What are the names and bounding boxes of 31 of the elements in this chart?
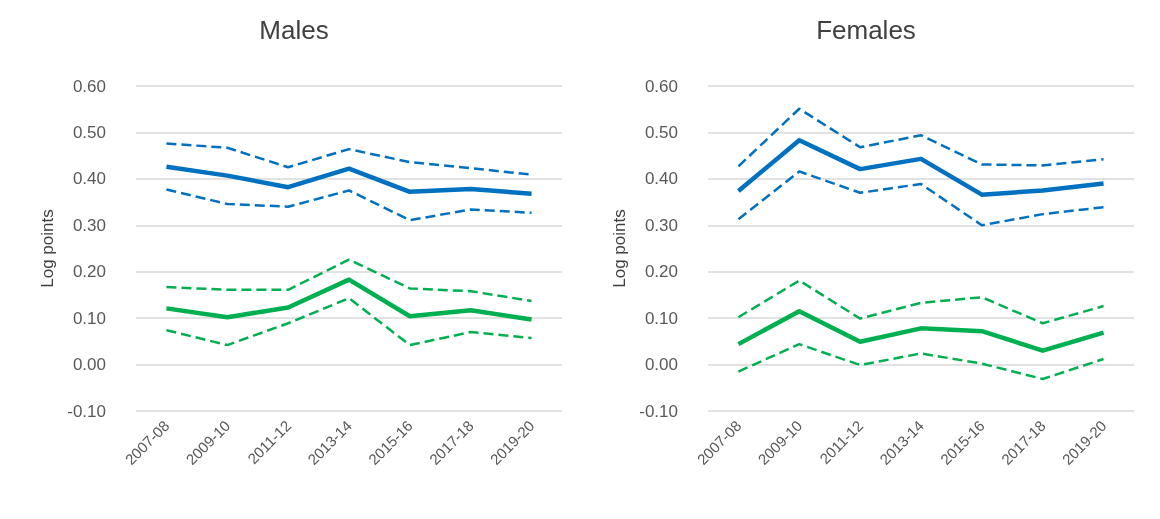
y-tick-label: 0.40 [72, 169, 106, 189]
line-series [737, 107, 1105, 168]
y-tick-label: 0.10 [72, 308, 106, 328]
y-tick-label: 0.50 [644, 122, 678, 142]
line-series [164, 277, 534, 322]
line-series [165, 188, 533, 222]
line-series [165, 258, 533, 303]
y-tick-label: 0.10 [644, 308, 678, 328]
line-series [165, 296, 533, 347]
y-tick-label: -0.10 [67, 401, 106, 421]
chart-title: Males [259, 15, 329, 45]
line-series [164, 164, 534, 196]
y-tick-label: 0.60 [72, 76, 106, 96]
y-tick-label: 0.40 [644, 169, 678, 189]
y-axis-title: Log points [610, 209, 630, 288]
line-series [736, 308, 1106, 353]
line-series [736, 138, 1106, 197]
y-tick-label: 0.60 [644, 76, 678, 96]
y-tick-label: 0.30 [72, 215, 106, 235]
chart-title: Females [816, 15, 916, 45]
y-tick-label: 0.00 [72, 355, 106, 375]
y-tick-label: 0.30 [644, 215, 678, 235]
y-tick-label: 0.50 [72, 122, 106, 142]
y-tick-label: 0.00 [644, 355, 678, 375]
line-series [737, 342, 1105, 381]
line-series [737, 170, 1105, 227]
line-series [737, 279, 1105, 325]
y-tick-label: 0.20 [72, 262, 106, 282]
y-axis-title: Log points [38, 209, 58, 288]
y-tick-label: -0.10 [639, 401, 678, 421]
y-tick-label: 0.20 [644, 262, 678, 282]
